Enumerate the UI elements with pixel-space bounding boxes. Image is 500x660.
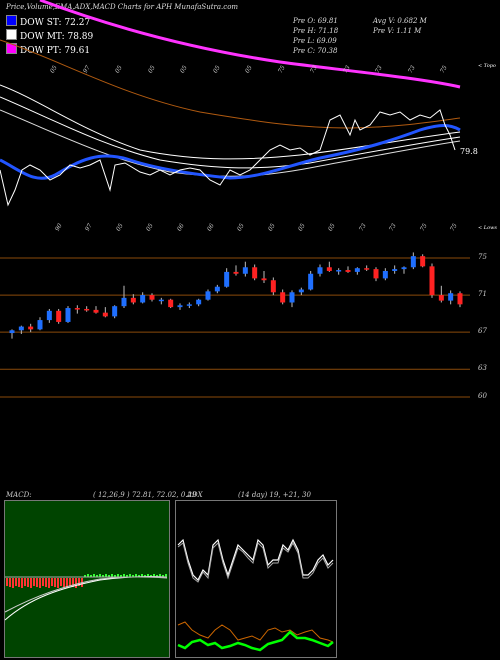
price-tick-label: 75: [478, 253, 487, 261]
adx-values: (14 day) 19, +21, 30: [238, 491, 311, 499]
candle-body: [382, 270, 388, 279]
candle-body: [112, 306, 118, 317]
adx-panel: [175, 500, 337, 658]
candle-body: [364, 268, 370, 270]
candle-body: [242, 267, 248, 274]
candle-body: [149, 295, 155, 300]
candle-body: [354, 268, 360, 272]
candle-body: [56, 310, 62, 322]
legend-label-pt: DOW PT: 79.61: [20, 46, 91, 56]
candle-body: [438, 295, 444, 301]
candle-body: [429, 266, 435, 296]
topo-label: < Topo: [478, 63, 496, 69]
candle-body: [410, 256, 416, 268]
candle-body: [18, 326, 24, 331]
candle-body: [168, 299, 174, 308]
adx-label: ADX: [187, 491, 203, 499]
prev-high: Pre H: 71.18: [293, 27, 339, 35]
ema-price-chart: [0, 0, 470, 398]
candle-body: [336, 270, 342, 272]
candle-body: [214, 286, 220, 292]
price-tick-label: 67: [478, 327, 487, 336]
candle-body: [121, 297, 127, 307]
candle-body: [224, 271, 230, 287]
candle-body: [74, 308, 80, 310]
candle-body: [252, 267, 258, 279]
candle-body: [448, 293, 454, 301]
prev-low: Pre L: 69.09: [293, 37, 337, 45]
candle-body: [93, 309, 99, 313]
white-mt-line-3: [0, 109, 461, 177]
candle-body: [196, 299, 202, 305]
candle-body: [102, 312, 108, 317]
candle-body: [289, 292, 295, 303]
brown-ema-line: [0, 39, 461, 129]
price-tick-label: 63: [478, 364, 487, 373]
candle-body: [270, 280, 276, 293]
legend-swatch-st: [6, 15, 17, 26]
candle-body: [9, 330, 15, 334]
candle-body: [308, 273, 314, 290]
white-mt-line-1: [0, 84, 461, 160]
legend-label-mt: DOW MT: 78.89: [20, 32, 94, 42]
candlesticks: [9, 252, 463, 339]
legend-dow-st: DOW ST: 72.27: [6, 15, 90, 28]
candle-body: [373, 269, 379, 279]
candle-body: [326, 267, 332, 271]
candle-body: [205, 291, 211, 300]
legend-swatch-mt: [6, 29, 17, 40]
lows-label: < Lows: [478, 225, 497, 231]
candle-body: [186, 304, 192, 306]
macd-values: ( 12,26,9 ) 72.81, 72.02, 0.29: [93, 491, 197, 499]
price-line: [0, 109, 456, 207]
macd-panel: [4, 500, 170, 658]
dow-pt-line: [39, 0, 461, 89]
candle-body: [317, 267, 323, 274]
last-value-label: 79.8: [460, 147, 478, 156]
price-tick-label: 60: [478, 392, 487, 400]
candle-body: [345, 270, 351, 272]
candle-body: [280, 292, 286, 303]
candle-body: [46, 310, 52, 321]
candle-body: [65, 308, 71, 322]
candle-body: [457, 293, 463, 305]
candle-body: [392, 269, 398, 271]
candle-body: [28, 326, 34, 330]
legend-label-st: DOW ST: 72.27: [20, 18, 91, 28]
candle-body: [130, 297, 136, 303]
candle-body: [158, 299, 164, 302]
chart-title: Price,Volume,EMA,ADX,MACD Charts for APH…: [6, 3, 239, 11]
candle-body: [37, 320, 43, 330]
white-mt-line-2: [0, 96, 461, 169]
prev-volume: Pre V: 1.11 M: [373, 27, 422, 35]
candle-body: [401, 267, 407, 270]
legend-dow-pt: DOW PT: 79.61: [6, 43, 90, 56]
candle-body: [298, 289, 304, 293]
candle-body: [140, 295, 146, 303]
macd-label: MACD:: [6, 491, 32, 499]
candle-body: [233, 271, 239, 274]
prev-close: Pre C: 70.38: [293, 47, 338, 55]
price-tick-label: 71: [478, 290, 487, 299]
candle-body: [420, 256, 426, 267]
price-gridlines: [0, 257, 470, 398]
avg-volume: Avg V: 0.682 M: [373, 17, 427, 25]
prev-open: Pre O: 69.81: [293, 17, 338, 25]
candle-body: [177, 305, 183, 308]
dow-st-line: [0, 124, 461, 180]
legend-swatch-pt: [6, 43, 17, 54]
candle-body: [261, 278, 267, 281]
candle-body: [84, 308, 90, 311]
legend-dow-mt: DOW MT: 78.89: [6, 29, 93, 42]
